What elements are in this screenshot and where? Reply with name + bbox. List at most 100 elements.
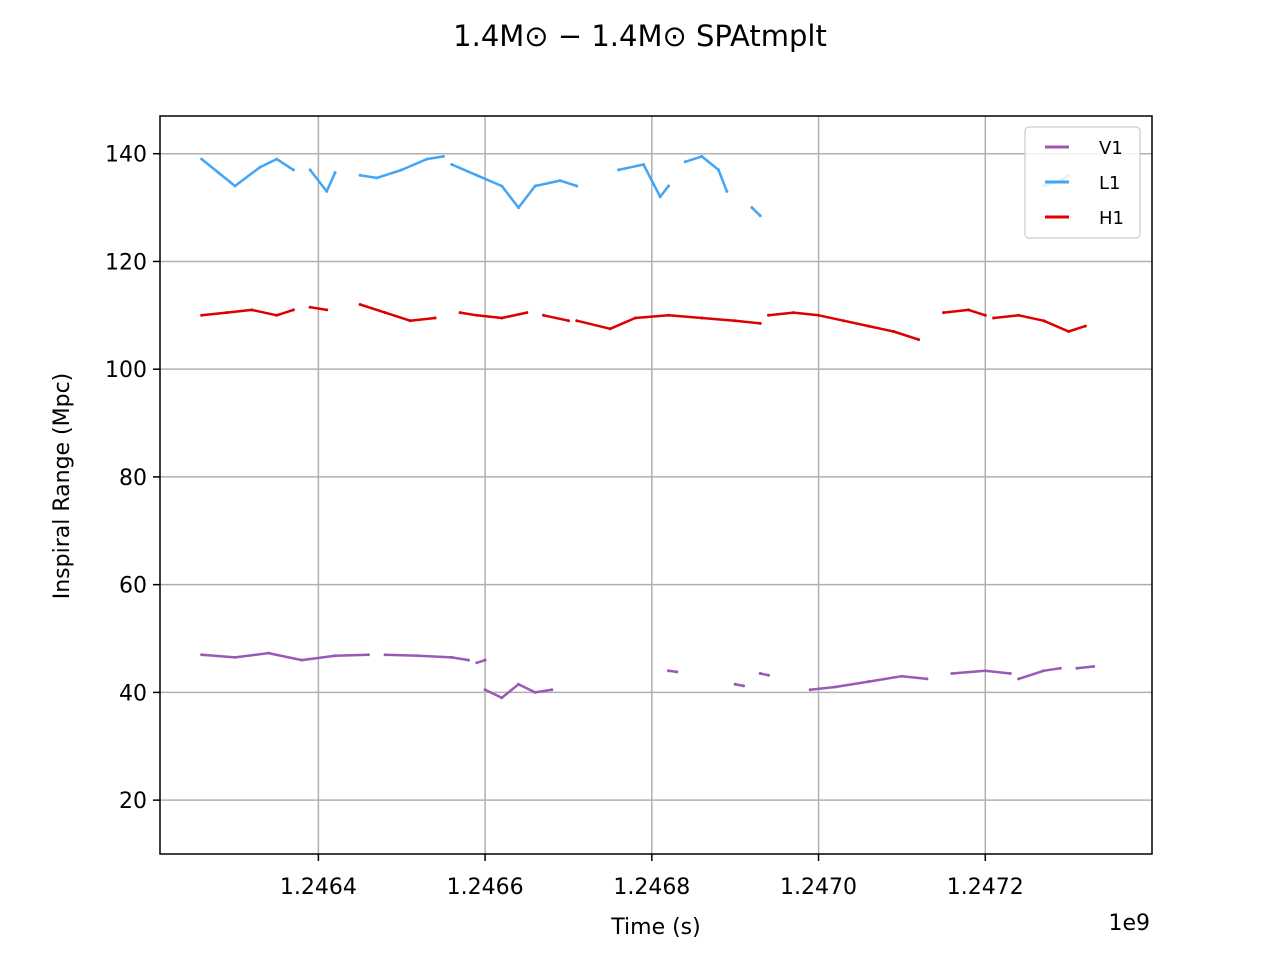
data-point [667,184,670,188]
x-tick-label: 1.2464 [280,875,357,900]
series-line-segment [201,651,369,662]
series-line-segment [618,163,670,199]
data-point [1075,666,1079,670]
series-line-segment [684,155,729,192]
data-point [1058,666,1062,670]
data-point [517,206,520,210]
data-point [533,184,537,188]
data-point [892,330,896,333]
data-point [833,685,837,689]
series-line-segment [543,314,569,322]
y-tick-label: 20 [119,789,147,814]
data-point [233,655,237,659]
data-point [917,338,921,342]
data-point [733,319,737,323]
axes-background [160,116,1152,854]
data-point [633,316,637,320]
data-point [808,688,812,692]
series-line-segment [200,157,295,188]
y-tick-label: 140 [105,143,147,168]
data-point [967,308,971,312]
data-point [325,189,329,193]
data-point [216,171,220,175]
data-point [1092,665,1096,668]
legend-label: V1 [1099,138,1123,159]
data-point [500,184,504,188]
data-point [291,168,295,172]
legend-frame [1024,126,1141,239]
data-point [733,682,737,686]
data-point [983,669,987,673]
data-point [450,655,454,659]
data-point [483,658,487,662]
data-point [842,319,846,323]
data-point [667,313,670,317]
data-point [225,311,229,315]
data-point [992,316,996,320]
axes-frame [159,115,1153,855]
data-point [308,168,312,172]
data-point [441,154,445,158]
data-point [366,653,370,657]
data-point [700,154,704,158]
data-point [675,670,679,674]
series-v1 [200,651,1096,700]
legend-label: H1 [1099,208,1124,229]
data-point [300,658,304,662]
series-line-segment [751,206,762,217]
data-point [450,163,454,166]
legend: V1 L1 H1 [1024,126,1141,239]
data-point [942,311,946,315]
data-point [325,308,329,312]
series-line-segment [385,653,469,662]
data-point [266,651,270,655]
data-point [950,672,954,675]
y-tick-label: 40 [119,681,147,706]
data-point [1042,319,1046,323]
x-offset-label: 1e9 [1108,911,1150,936]
data-point [617,168,620,172]
data-point [333,654,337,658]
data-point [458,311,462,315]
data-point [408,319,412,323]
grid [160,116,1152,854]
data-point [867,324,871,328]
data-point [1083,324,1087,328]
data-point [1042,669,1046,673]
data-point [483,688,487,692]
data-point [375,176,379,180]
x-axis-label: Time (s) [610,915,700,940]
y-axis-label: Inspiral Range (Mpc) [50,373,75,600]
data-point [525,311,529,315]
data-point [642,163,645,166]
data-point [758,672,762,675]
data-point [200,313,204,317]
series-line-segment [459,311,528,320]
data-point [750,206,754,210]
data-point [983,313,987,317]
data-point [466,658,470,662]
data-point [433,316,437,320]
x-tick-label: 1.2470 [780,875,857,900]
data-point [533,690,537,694]
data-point [1008,672,1012,675]
data-point [608,327,612,331]
series-line-segment [309,305,327,312]
data-point [667,669,670,673]
x-axis: 1.2464 1.2466 1.2468 1.2470 1.2472 [280,854,1024,900]
data-point [792,311,795,315]
data-point [683,160,687,164]
data-point [416,654,420,658]
y-axis: 20 40 60 80 100 120 140 [105,143,160,814]
data-point [767,313,770,317]
y-tick-label: 80 [119,466,147,491]
data-point [758,321,762,325]
data-point [925,677,929,681]
data-point [275,157,279,161]
data-point [275,313,279,317]
data-point [567,319,570,323]
y-tick-label: 120 [105,250,147,275]
data-point [500,696,504,700]
y-tick-label: 60 [119,574,147,599]
